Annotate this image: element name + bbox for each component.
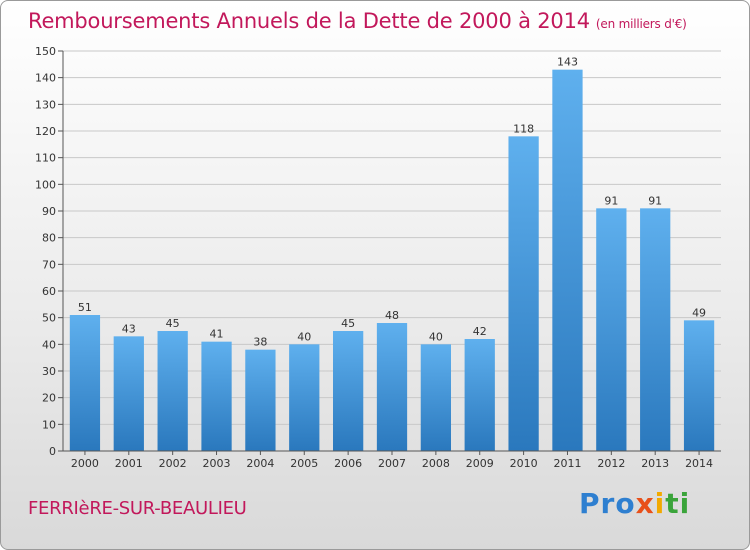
y-tick-label: 30 bbox=[42, 365, 56, 378]
y-tick-label: 100 bbox=[35, 178, 56, 191]
bar-value-label: 43 bbox=[122, 322, 136, 335]
x-tick-label: 2008 bbox=[422, 457, 450, 470]
bar bbox=[157, 331, 188, 451]
x-tick-label: 2010 bbox=[510, 457, 538, 470]
bars-layer: 51 43 45 41 38 40 45 48 40 42 118 143 91 91 49 bbox=[69, 56, 715, 452]
bar-value-label: 91 bbox=[648, 194, 662, 207]
y-tick-label: 150 bbox=[35, 45, 56, 58]
y-tick-label: 120 bbox=[35, 125, 56, 138]
bar bbox=[289, 344, 320, 451]
x-tick-label: 2000 bbox=[71, 457, 99, 470]
logo-part-4: ti bbox=[665, 487, 691, 520]
x-tick-label: 2014 bbox=[685, 457, 713, 470]
x-tick-label: 2002 bbox=[159, 457, 187, 470]
bar bbox=[596, 208, 627, 451]
bar-value-label: 48 bbox=[385, 309, 399, 322]
axis-layer: 0 10 20 30 40 50 60 70 80 90 100 110 120 130 140 150 200… bbox=[35, 45, 721, 470]
y-tick-label: 20 bbox=[42, 392, 56, 405]
bar bbox=[69, 315, 101, 451]
x-tick-label: 2006 bbox=[334, 457, 362, 470]
x-tick-label: 2013 bbox=[641, 457, 669, 470]
x-tick-label: 2004 bbox=[246, 457, 274, 470]
bar bbox=[640, 208, 671, 451]
bar-value-label: 118 bbox=[513, 122, 534, 135]
town-name: FERRIèRE-SUR-BEAULIEU bbox=[28, 498, 247, 519]
chart-subtitle: (en milliers d'€) bbox=[595, 17, 687, 31]
bar bbox=[464, 339, 495, 451]
y-tick-label: 130 bbox=[35, 98, 56, 111]
bar-value-label: 38 bbox=[253, 336, 267, 349]
bar-value-label: 42 bbox=[473, 325, 487, 338]
bar-value-label: 45 bbox=[166, 317, 180, 330]
y-tick-label: 50 bbox=[42, 312, 56, 325]
y-tick-label: 90 bbox=[42, 205, 56, 218]
y-tick-label: 60 bbox=[42, 285, 56, 298]
logo-part-3: i bbox=[654, 487, 666, 520]
y-tick-label: 10 bbox=[42, 418, 56, 431]
logo-part-1: Pro bbox=[579, 487, 636, 520]
y-tick-label: 110 bbox=[35, 152, 56, 165]
logo-part-2: x bbox=[635, 487, 655, 520]
bar-value-label: 45 bbox=[341, 317, 355, 330]
bar bbox=[508, 136, 539, 452]
bar bbox=[376, 323, 408, 451]
chart-title-text: Remboursements Annuels de la Dette de 20… bbox=[28, 9, 590, 33]
bar-value-label: 51 bbox=[78, 301, 92, 314]
x-tick-label: 2003 bbox=[203, 457, 231, 470]
y-tick-label: 40 bbox=[42, 338, 56, 351]
bar bbox=[245, 349, 276, 451]
bar bbox=[683, 320, 715, 451]
bar-value-label: 91 bbox=[604, 194, 618, 207]
bar bbox=[332, 331, 364, 451]
bar bbox=[201, 341, 232, 451]
x-tick-label: 2005 bbox=[290, 457, 318, 470]
bar bbox=[552, 69, 583, 452]
bar-value-label: 49 bbox=[692, 306, 706, 319]
bar-value-label: 41 bbox=[210, 328, 224, 341]
x-tick-label: 2007 bbox=[378, 457, 406, 470]
chart-title: Remboursements Annuels de la Dette de 20… bbox=[28, 9, 687, 33]
bar bbox=[420, 344, 452, 451]
y-tick-label: 140 bbox=[35, 72, 56, 85]
x-tick-label: 2001 bbox=[115, 457, 143, 470]
y-tick-label: 0 bbox=[49, 445, 56, 458]
bar bbox=[113, 336, 144, 451]
bar-value-label: 143 bbox=[557, 56, 578, 69]
y-tick-label: 70 bbox=[42, 258, 56, 271]
bar-value-label: 40 bbox=[297, 330, 311, 343]
x-tick-label: 2012 bbox=[597, 457, 625, 470]
x-tick-label: 2009 bbox=[466, 457, 494, 470]
bar-value-label: 40 bbox=[429, 330, 443, 343]
proxiti-logo: Proxiti bbox=[579, 487, 690, 520]
x-tick-label: 2011 bbox=[553, 457, 581, 470]
y-tick-label: 80 bbox=[42, 232, 56, 245]
